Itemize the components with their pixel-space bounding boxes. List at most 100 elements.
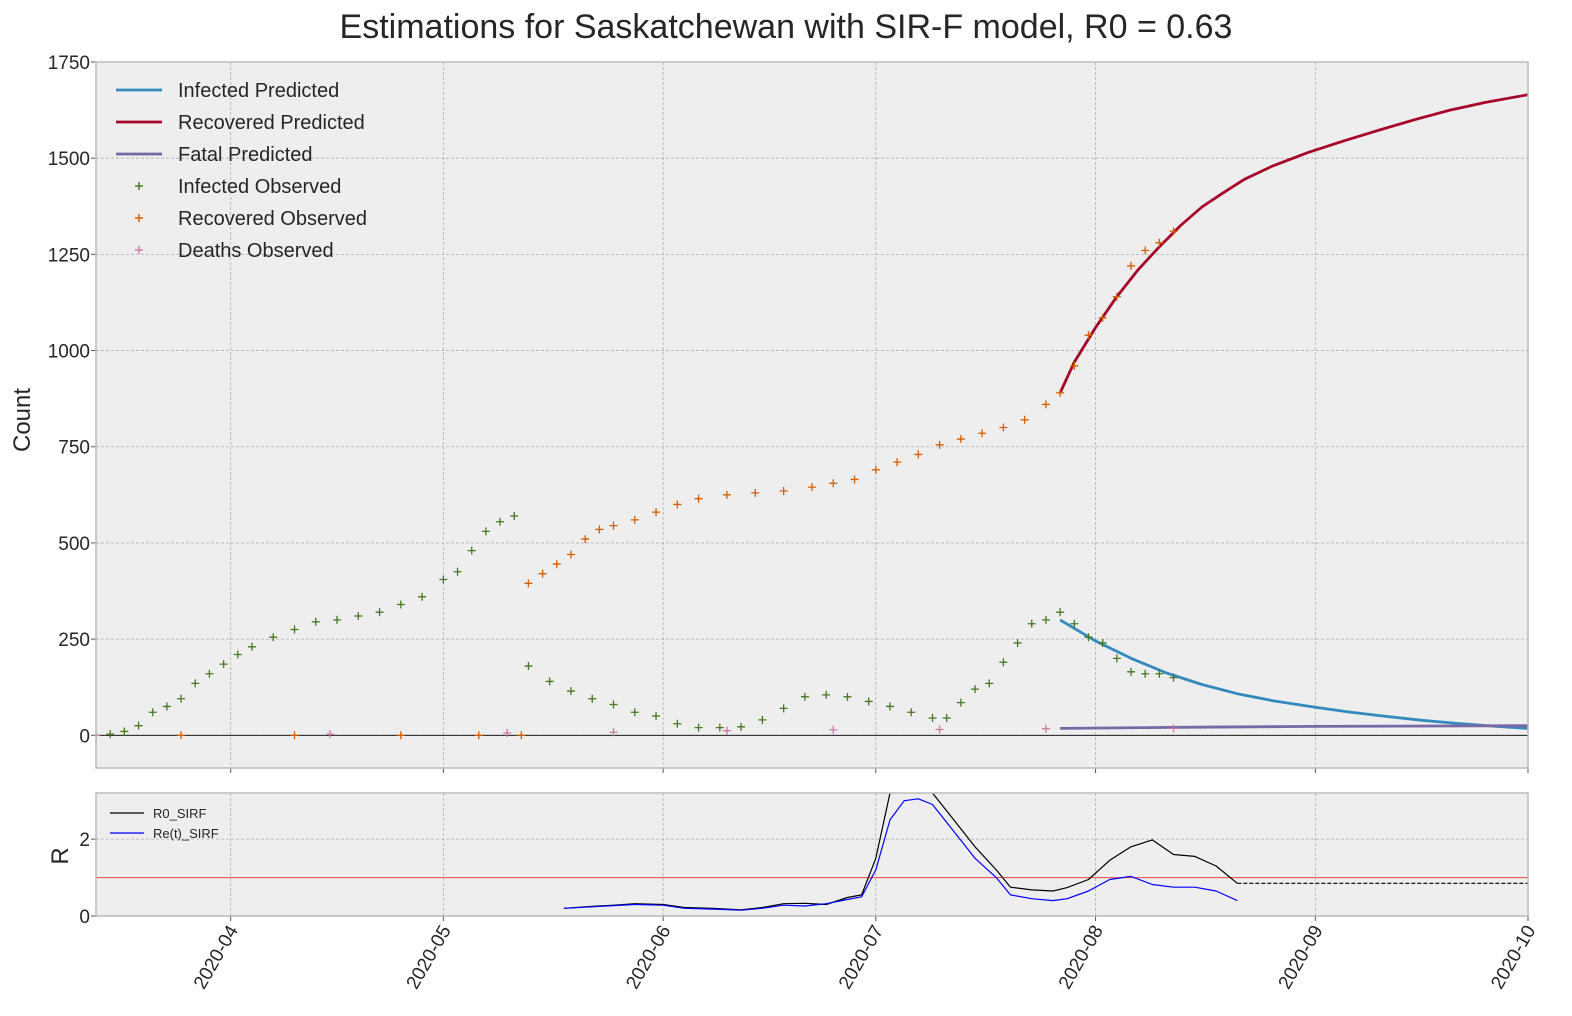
legend-marker-swatch xyxy=(135,182,143,190)
observed-marker xyxy=(290,731,299,740)
main-y-tick-label: 1000 xyxy=(48,342,90,363)
observed-marker xyxy=(1098,313,1107,322)
observed-marker xyxy=(694,723,703,732)
observed-marker xyxy=(1041,615,1050,624)
observed-marker xyxy=(1070,619,1079,628)
observed-marker xyxy=(956,698,965,707)
observed-marker xyxy=(503,728,512,737)
observed-marker xyxy=(652,712,661,721)
observed-marker xyxy=(290,625,299,634)
observed-marker xyxy=(1112,292,1121,301)
main-y-tick-label: 500 xyxy=(58,534,90,555)
x-tick-label: 2020-08 xyxy=(1055,922,1108,993)
observed-marker xyxy=(1098,638,1107,647)
legend-marker-swatch xyxy=(135,246,143,254)
main-y-tick-label: 1250 xyxy=(48,245,90,266)
observed-marker xyxy=(148,708,157,717)
observed-marker xyxy=(96,731,100,740)
observed-marker xyxy=(1169,673,1178,682)
main-y-tick-label: 1750 xyxy=(48,53,90,74)
main-plot-area xyxy=(96,62,1528,768)
observed-marker xyxy=(247,642,256,651)
observed-marker xyxy=(106,730,115,739)
observed-marker xyxy=(737,722,746,731)
observed-marker xyxy=(985,679,994,688)
observed-marker xyxy=(758,715,767,724)
observed-marker xyxy=(396,600,405,609)
observed-marker xyxy=(205,669,214,678)
observed-marker xyxy=(907,708,916,717)
legend-label: Infected Predicted xyxy=(178,80,339,102)
observed-marker xyxy=(722,490,731,499)
main-y-axis-label: Count xyxy=(9,388,36,452)
observed-marker xyxy=(673,719,682,728)
observed-marker xyxy=(808,483,816,492)
main-y-tick-label: 250 xyxy=(58,630,90,651)
observed-marker xyxy=(566,687,575,696)
observed-marker xyxy=(893,458,902,467)
observed-marker xyxy=(581,535,590,544)
observed-marker xyxy=(510,511,519,520)
legend-label: Deaths Observed xyxy=(178,240,334,262)
observed-marker xyxy=(233,650,242,659)
r-plot-border xyxy=(95,792,1529,917)
observed-marker xyxy=(715,723,724,732)
observed-marker xyxy=(162,702,171,711)
observed-marker xyxy=(333,615,342,624)
observed-marker xyxy=(177,694,186,703)
observed-marker xyxy=(694,494,703,503)
observed-marker xyxy=(396,731,405,740)
observed-marker xyxy=(566,550,575,559)
observed-marker xyxy=(914,450,923,459)
observed-marker xyxy=(1041,400,1050,409)
observed-marker xyxy=(1112,654,1121,663)
observed-marker xyxy=(609,521,618,530)
observed-marker xyxy=(829,479,838,488)
observed-marker xyxy=(481,527,490,536)
observed-marker xyxy=(517,731,526,740)
observed-marker xyxy=(120,727,129,736)
observed-marker xyxy=(722,726,731,735)
observed-marker xyxy=(971,685,980,694)
series-line-0 xyxy=(1059,618,1528,730)
r-y-axis-label: R xyxy=(47,847,74,864)
series-line-2 xyxy=(1060,724,1528,730)
observed-marker xyxy=(177,731,186,740)
observed-marker xyxy=(1013,638,1022,647)
observed-marker xyxy=(1127,667,1136,676)
main-y-tick-label: 1500 xyxy=(48,149,90,170)
r-series-line-0 xyxy=(563,793,1238,911)
observed-marker xyxy=(1041,724,1050,733)
observed-marker xyxy=(956,435,965,444)
r-legend-label: Re(t)_SIRF xyxy=(153,826,219,841)
r-y-tick-label: 2 xyxy=(79,830,90,851)
observed-marker xyxy=(942,713,951,722)
chart-title: Estimations for Saskatchewan with SIR-F … xyxy=(340,8,1233,46)
observed-marker xyxy=(871,465,880,474)
observed-marker xyxy=(524,662,533,671)
x-tick-label: 2020-09 xyxy=(1275,922,1328,993)
observed-marker xyxy=(1127,261,1136,270)
observed-marker xyxy=(935,725,944,734)
observed-marker xyxy=(1056,388,1065,397)
observed-marker xyxy=(1084,331,1093,340)
observed-marker xyxy=(1155,669,1164,678)
observed-marker xyxy=(325,730,334,739)
x-tick-label: 2020-06 xyxy=(622,922,675,993)
observed-marker xyxy=(588,694,597,703)
observed-marker xyxy=(864,697,873,706)
observed-marker xyxy=(1027,619,1036,628)
legend-label: Infected Observed xyxy=(178,176,341,198)
x-tick-label: 2020-05 xyxy=(403,922,456,993)
observed-marker xyxy=(524,579,533,588)
observed-marker xyxy=(354,612,363,621)
observed-marker xyxy=(999,658,1008,667)
observed-marker xyxy=(751,488,760,497)
observed-marker xyxy=(885,702,894,711)
observed-marker xyxy=(978,429,987,438)
observed-marker xyxy=(1056,608,1065,617)
observed-marker xyxy=(467,546,476,555)
observed-marker xyxy=(779,486,788,495)
observed-marker xyxy=(822,690,831,699)
observed-marker xyxy=(269,633,278,642)
